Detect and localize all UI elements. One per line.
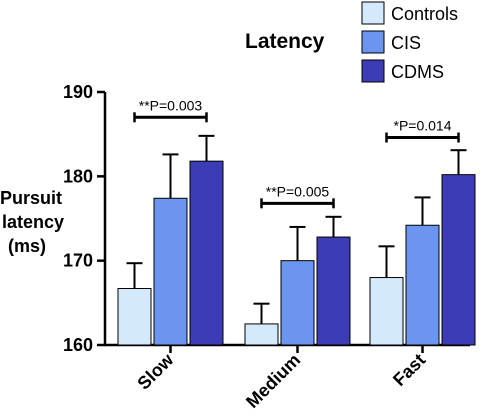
plot-area: 160 170 180 190 Slow Medium Fast **P=0.003 **P=0… (63, 82, 476, 412)
x-tick-label-medium: Medium (242, 350, 304, 412)
bar-cdms-fast (441, 174, 476, 346)
bar-cdms-slow (189, 160, 224, 346)
legend: Controls CIS CDMS (361, 1, 458, 83)
bar-controls-fast (369, 277, 404, 346)
x-tick-label-slow: Slow (133, 349, 178, 394)
y-tick-label: 160 (63, 335, 93, 355)
bar-cis-medium (280, 260, 315, 346)
legend-swatch-cdms (361, 59, 385, 83)
bar-controls-medium (244, 323, 279, 346)
bar-cdms-medium (316, 236, 351, 346)
y-axis-label: Pursuit latency (ms) (0, 188, 69, 256)
legend-label-controls: Controls (391, 4, 458, 24)
x-tick-label-fast: Fast (389, 350, 429, 390)
y-tick-label: 170 (63, 251, 93, 271)
y-tick-label: 190 (63, 82, 93, 102)
y-axis-label-line-1: Pursuit (0, 188, 62, 208)
y-axis-label-line-2: latency (2, 212, 64, 232)
legend-label-cis: CIS (391, 33, 421, 53)
y-axis-label-line-3: (ms) (8, 236, 46, 256)
y-tick-label: 180 (63, 166, 93, 186)
significance-label: **P=0.005 (266, 183, 330, 199)
significance-label: **P=0.003 (139, 97, 203, 113)
chart-title: Latency (245, 30, 325, 53)
legend-swatch-controls (361, 1, 385, 25)
legend-swatch-cis (361, 30, 385, 54)
bar-cis-slow (153, 197, 188, 346)
legend-label-cdms: CDMS (391, 62, 444, 82)
significance-label: *P=0.014 (394, 118, 452, 134)
bar-cis-fast (405, 224, 440, 346)
bar-controls-slow (117, 287, 152, 346)
